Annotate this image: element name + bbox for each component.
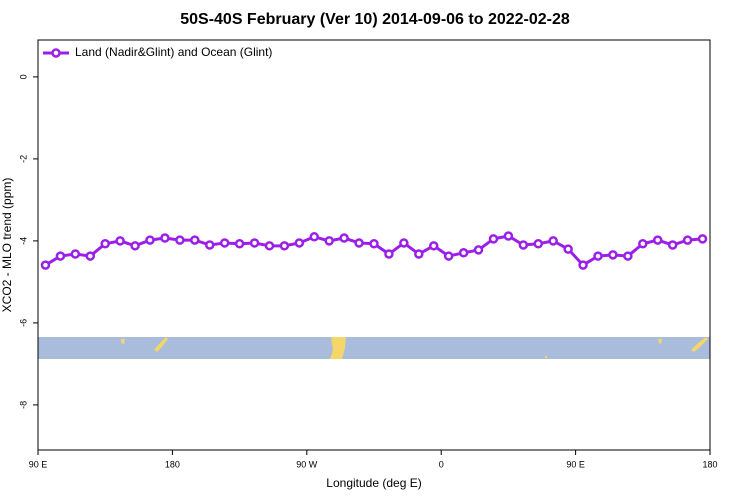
- data-point: [638, 239, 648, 249]
- y-axis-label: XCO2 - MLO trend (ppm): [0, 178, 14, 313]
- data-point: [309, 232, 320, 242]
- data-point: [548, 236, 558, 246]
- data-point: [458, 248, 469, 258]
- data-point: [115, 236, 125, 246]
- x-tick-label: 90 E: [566, 459, 585, 469]
- data-point: [145, 235, 155, 245]
- data-point: [682, 235, 693, 245]
- x-tick-label: 90 E: [29, 459, 48, 469]
- y-tick-label: -6: [18, 319, 28, 327]
- x-tick-label: 180: [702, 459, 717, 469]
- data-point: [175, 235, 185, 245]
- data-point: [428, 241, 439, 251]
- data-point: [697, 234, 708, 244]
- data-point: [578, 260, 588, 270]
- y-tick-label: -2: [18, 155, 28, 163]
- y-tick-label: -4: [18, 237, 28, 245]
- data-point: [473, 245, 484, 255]
- data-point: [384, 249, 394, 259]
- data-point: [518, 240, 529, 250]
- data-point: [593, 251, 603, 261]
- data-point: [488, 234, 499, 244]
- y-tick-label: 0: [18, 74, 28, 79]
- data-point: [219, 238, 230, 248]
- data-point: [399, 238, 409, 248]
- data-point: [100, 239, 110, 249]
- data-point: [190, 235, 200, 245]
- data-point: [563, 244, 573, 254]
- legend-label: Land (Nadir&Glint) and Ocean (Glint): [75, 45, 272, 59]
- data-point: [354, 238, 364, 248]
- data-point: [279, 241, 290, 251]
- y-tick-label: -8: [18, 401, 28, 409]
- data-point: [130, 241, 140, 251]
- legend-marker: [51, 48, 61, 58]
- data-point: [249, 238, 260, 248]
- map-strip: [38, 337, 710, 359]
- data-point: [533, 239, 544, 249]
- data-point: [443, 251, 454, 261]
- data-point: [652, 235, 663, 245]
- x-tick-label: 90 W: [296, 459, 318, 469]
- data-point: [40, 260, 51, 270]
- data-point: [623, 251, 633, 261]
- data-point: [85, 251, 96, 261]
- data-point: [608, 250, 618, 260]
- data-point: [264, 241, 275, 251]
- data-point: [234, 239, 245, 249]
- data-point: [55, 251, 66, 261]
- data-point: [70, 249, 81, 259]
- data-point: [339, 233, 349, 243]
- data-point: [503, 231, 514, 241]
- plot-frame: [37, 39, 711, 451]
- chart-title: 50S-40S February (Ver 10) 2014-09-06 to …: [180, 11, 570, 28]
- data-point: [667, 240, 678, 250]
- data-point: [160, 233, 170, 243]
- data-point: [294, 238, 305, 248]
- data-point: [204, 240, 215, 250]
- data-point: [414, 249, 424, 259]
- x-tick-label: 0: [439, 459, 444, 469]
- x-tick-label: 180: [165, 459, 180, 469]
- data-point: [369, 239, 379, 249]
- data-point: [324, 236, 334, 246]
- x-axis-label: Longitude (deg E): [326, 476, 421, 490]
